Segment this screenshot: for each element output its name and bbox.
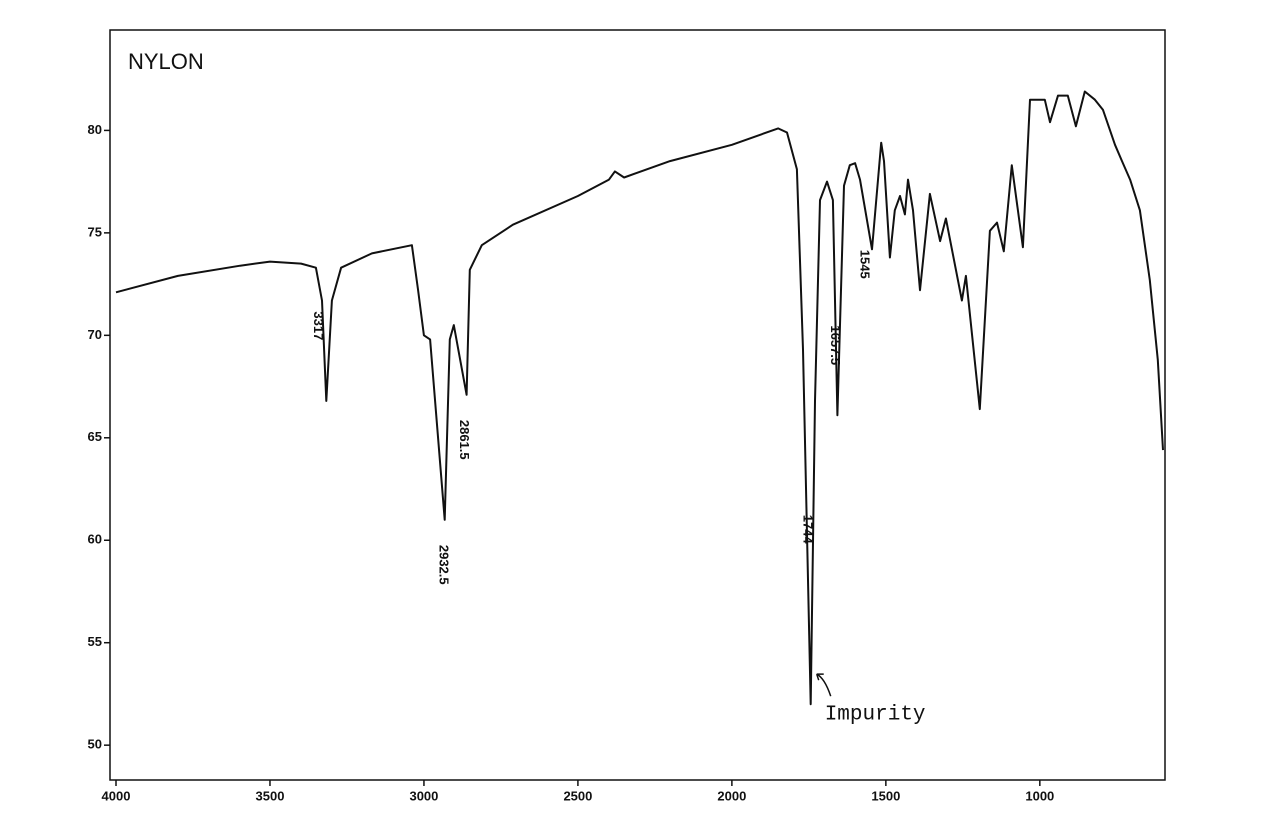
x-tick-label: 3500 [256, 788, 285, 803]
y-tick-label: 80 [88, 122, 102, 137]
annotation-arrow [816, 673, 832, 697]
x-tick-label: 2000 [717, 788, 746, 803]
plot-frame [109, 29, 1166, 781]
x-tick-label: 2500 [563, 788, 592, 803]
x-tick-label: 1000 [1025, 788, 1054, 803]
y-tick-label: 60 [88, 532, 102, 547]
annotation: Impurity [825, 704, 926, 727]
arrow-head [816, 673, 824, 681]
y-tick-label: 70 [88, 327, 102, 342]
x-tick-label: 3000 [409, 788, 438, 803]
peak-label: 2861.5 [457, 420, 472, 460]
y-tick-label: 75 [88, 224, 102, 239]
y-tick-label: 55 [88, 634, 102, 649]
y-tick-label: 65 [88, 429, 102, 444]
peak-label: 1657.5 [828, 325, 843, 365]
x-tick-label: 4000 [102, 788, 131, 803]
chart-title: NYLON [128, 49, 204, 74]
spectrum-line [115, 90, 1164, 706]
peak-label: 1545 [858, 250, 873, 279]
peak-label: 3317 [311, 311, 326, 340]
peak-label: 2932.5 [436, 545, 451, 585]
x-tick-label: 1500 [871, 788, 900, 803]
peak-label: 1744 [800, 515, 815, 545]
y-tick-label: 50 [88, 737, 102, 752]
